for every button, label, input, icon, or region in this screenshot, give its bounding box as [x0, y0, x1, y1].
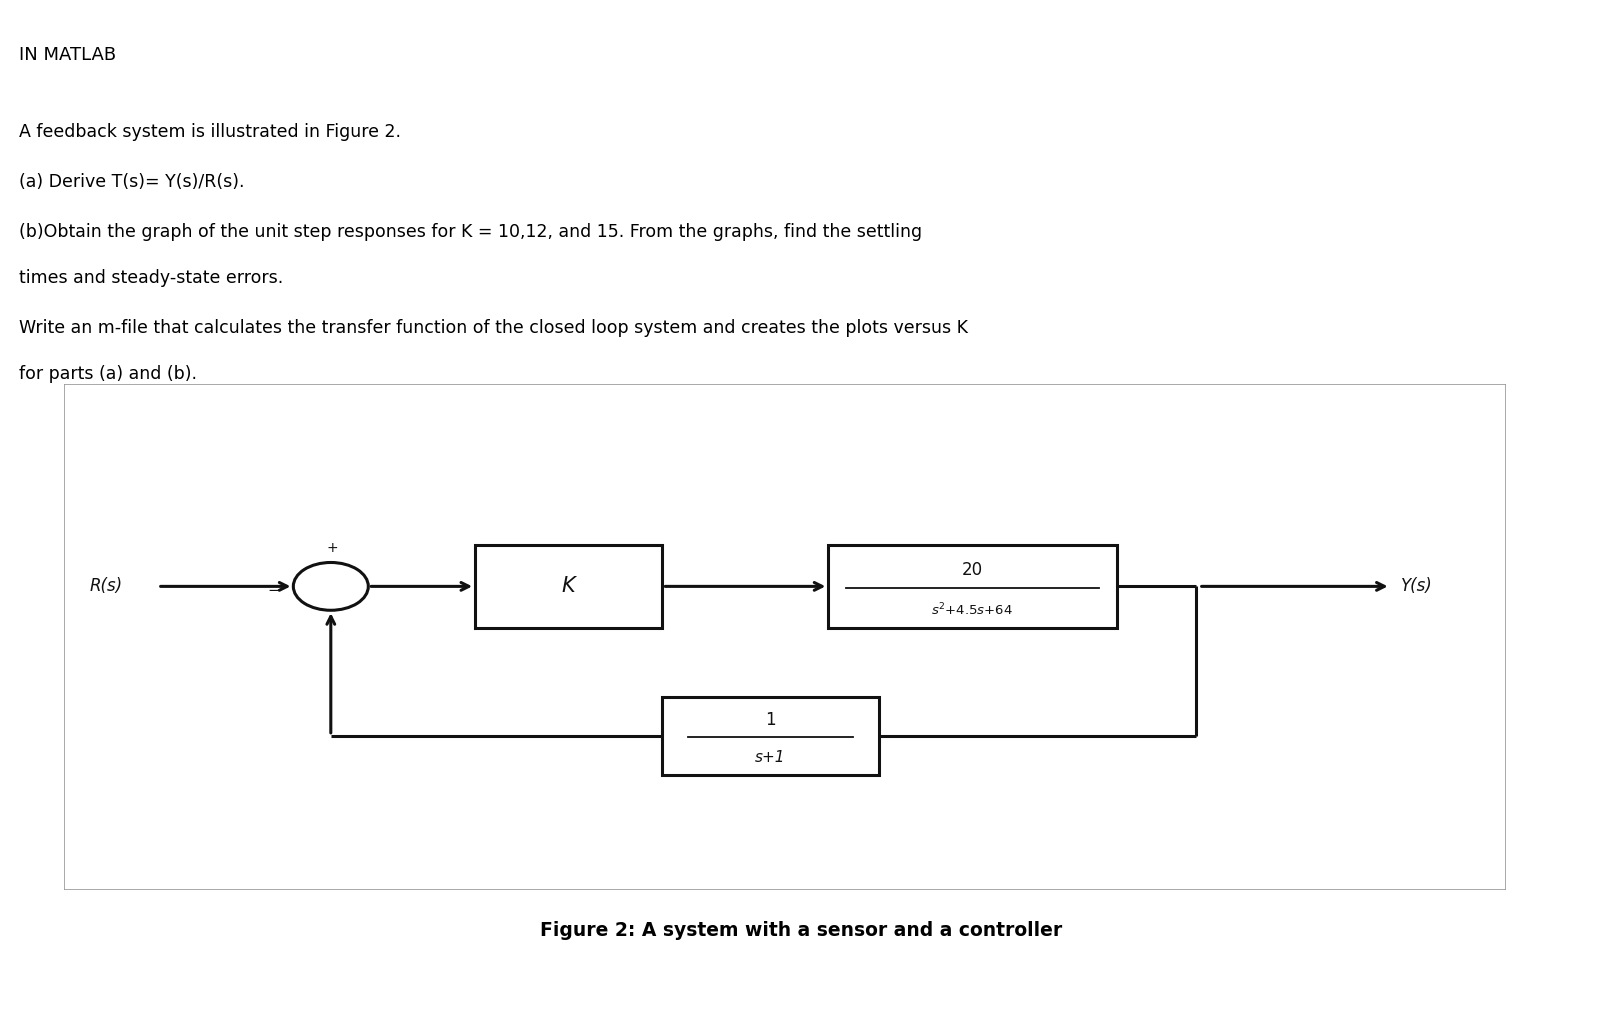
Text: for parts (a) and (b).: for parts (a) and (b).: [19, 365, 197, 383]
Text: R(s): R(s): [90, 577, 123, 595]
Text: times and steady-state errors.: times and steady-state errors.: [19, 269, 284, 287]
Text: IN MATLAB: IN MATLAB: [19, 47, 117, 64]
Bar: [828, 545, 1117, 628]
Text: 1: 1: [766, 711, 775, 729]
Text: (b)Obtain the graph of the unit step responses for K = 10,12, and 15. From the g: (b)Obtain the graph of the unit step res…: [19, 222, 923, 241]
Bar: [663, 697, 879, 774]
Text: 20: 20: [961, 561, 984, 579]
Bar: [476, 545, 663, 628]
Text: +: +: [327, 541, 338, 555]
Text: Figure 2: A system with a sensor and a controller: Figure 2: A system with a sensor and a c…: [540, 921, 1062, 940]
Text: (a) Derive T(s)= Y(s)/R(s).: (a) Derive T(s)= Y(s)/R(s).: [19, 173, 245, 191]
Text: Y(s): Y(s): [1400, 577, 1432, 595]
Text: s+1: s+1: [755, 750, 787, 765]
Text: Write an m-file that calculates the transfer function of the closed loop system : Write an m-file that calculates the tran…: [19, 318, 968, 337]
Text: $s^2$+4.5$s$+64: $s^2$+4.5$s$+64: [931, 602, 1014, 618]
Text: A feedback system is illustrated in Figure 2.: A feedback system is illustrated in Figu…: [19, 123, 400, 141]
Circle shape: [293, 562, 368, 611]
Text: K: K: [562, 576, 575, 596]
Text: −: −: [268, 582, 280, 598]
